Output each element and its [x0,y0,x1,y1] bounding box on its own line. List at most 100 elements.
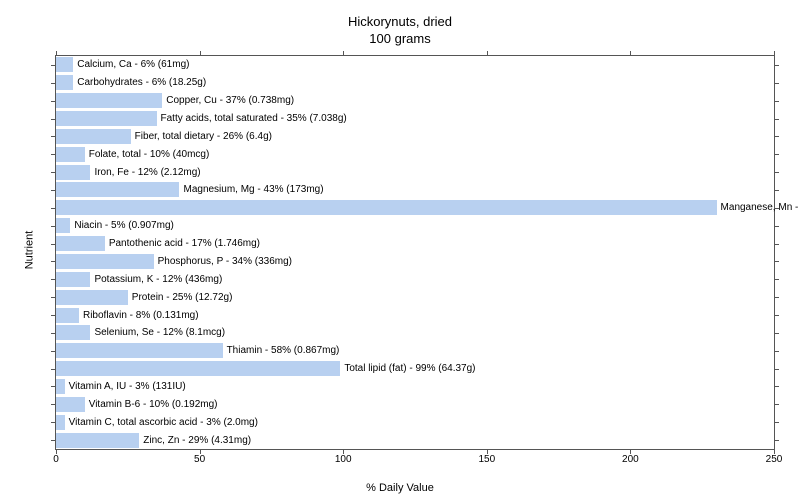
y-tick [51,101,56,102]
y-tick [51,244,56,245]
y-tick [51,172,56,173]
y-tick [51,369,56,370]
bar-label: Zinc, Zn - 29% (4.31mg) [143,433,251,448]
x-tick-label: 100 [335,454,352,465]
y-tick [774,315,779,316]
y-tick [51,404,56,405]
bar [56,93,162,108]
chart-title: Hickorynuts, dried 100 grams [0,0,800,48]
plot-area: 050100150200250Calcium, Ca - 6% (61mg)Ca… [55,55,775,450]
y-tick [774,226,779,227]
y-tick [774,297,779,298]
bar [56,111,157,126]
title-line-1: Hickorynuts, dried [348,14,452,29]
y-tick [774,172,779,173]
x-tick-label: 200 [622,454,639,465]
bar [56,290,128,305]
y-tick [774,422,779,423]
bar [56,129,131,144]
y-tick [774,119,779,120]
bar-label: Folate, total - 10% (40mcg) [89,147,210,162]
y-tick [51,226,56,227]
y-tick [774,65,779,66]
y-tick [774,369,779,370]
bar-label: Vitamin A, IU - 3% (131IU) [69,379,186,394]
bar-label: Niacin - 5% (0.907mg) [74,218,173,233]
y-tick [51,190,56,191]
y-tick [51,83,56,84]
x-tick [343,51,344,56]
bar-label: Protein - 25% (12.72g) [132,290,233,305]
bar [56,325,90,340]
y-tick [774,136,779,137]
y-tick [774,154,779,155]
x-tick [630,51,631,56]
bar-label: Total lipid (fat) - 99% (64.37g) [344,361,475,376]
y-tick [774,261,779,262]
y-tick [51,208,56,209]
title-line-2: 100 grams [369,31,430,46]
bar-label: Riboflavin - 8% (0.131mg) [83,308,199,323]
bar-label: Selenium, Se - 12% (8.1mcg) [94,325,225,340]
bar-label: Manganese, Mn - 230% (4.610mg) [721,200,800,215]
bar [56,272,90,287]
y-tick [774,404,779,405]
y-tick [51,422,56,423]
y-tick [774,333,779,334]
bar [56,200,717,215]
y-tick [774,351,779,352]
y-tick [774,83,779,84]
bar [56,361,340,376]
y-tick [774,101,779,102]
bar-label: Copper, Cu - 37% (0.738mg) [166,93,294,108]
bar-label: Pantothenic acid - 17% (1.746mg) [109,236,260,251]
x-tick-label: 50 [194,454,205,465]
bar [56,57,73,72]
y-tick [774,244,779,245]
bar [56,343,223,358]
bar [56,147,85,162]
bar-label: Magnesium, Mg - 43% (173mg) [183,182,323,197]
y-tick [774,279,779,280]
x-axis-label: % Daily Value [0,482,800,494]
bar-label: Thiamin - 58% (0.867mg) [227,343,340,358]
y-tick [774,190,779,191]
y-axis-label: Nutrient [23,231,35,270]
bar-label: Phosphorus, P - 34% (336mg) [158,254,292,269]
x-tick [774,51,775,56]
y-tick [51,386,56,387]
bar-label: Iron, Fe - 12% (2.12mg) [94,165,200,180]
y-tick [51,440,56,441]
y-tick [774,386,779,387]
y-tick [51,261,56,262]
bar [56,75,73,90]
bar [56,254,154,269]
x-tick-label: 150 [478,454,495,465]
y-tick [51,333,56,334]
y-tick [51,154,56,155]
y-tick [774,440,779,441]
bar [56,433,139,448]
x-tick [200,51,201,56]
y-tick [51,315,56,316]
x-tick [487,51,488,56]
bar-label: Potassium, K - 12% (436mg) [94,272,222,287]
bar [56,182,179,197]
y-tick [51,136,56,137]
bar [56,415,65,430]
bar [56,379,65,394]
x-tick-label: 250 [766,454,783,465]
y-tick [51,65,56,66]
bar-label: Vitamin C, total ascorbic acid - 3% (2.0… [69,415,258,430]
y-tick [51,351,56,352]
bar-label: Carbohydrates - 6% (18.25g) [77,75,206,90]
bar-label: Calcium, Ca - 6% (61mg) [77,57,189,72]
y-tick [774,208,779,209]
x-tick [56,51,57,56]
y-tick [51,279,56,280]
bar [56,165,90,180]
bar [56,236,105,251]
chart-container: Hickorynuts, dried 100 grams Nutrient 05… [0,0,800,500]
bar-label: Vitamin B-6 - 10% (0.192mg) [89,397,218,412]
bar [56,397,85,412]
